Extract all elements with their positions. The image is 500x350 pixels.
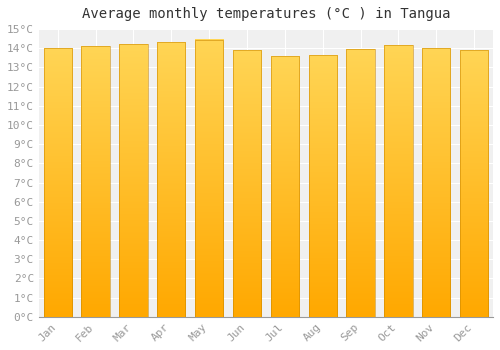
Bar: [233, 50, 261, 317]
Bar: [119, 44, 148, 317]
Bar: [82, 46, 110, 317]
Bar: [308, 55, 337, 317]
Bar: [157, 42, 186, 317]
Bar: [384, 46, 412, 317]
Bar: [422, 48, 450, 317]
Bar: [460, 50, 488, 317]
Bar: [195, 40, 224, 317]
Bar: [346, 49, 375, 317]
Bar: [270, 56, 299, 317]
Title: Average monthly temperatures (°C ) in Tangua: Average monthly temperatures (°C ) in Ta…: [82, 7, 450, 21]
Bar: [44, 48, 72, 317]
